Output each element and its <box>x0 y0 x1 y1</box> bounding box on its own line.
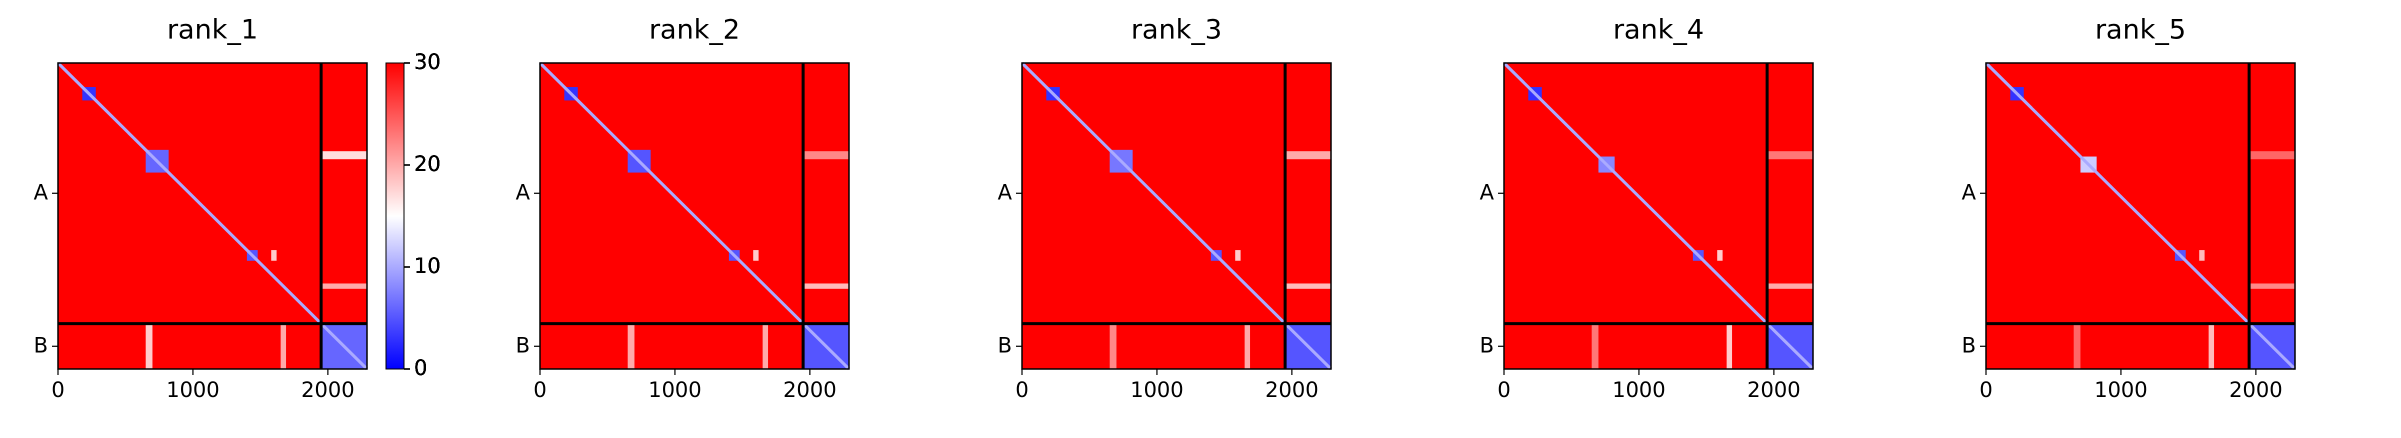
heatmap-block <box>1235 250 1241 261</box>
diagonal <box>802 322 851 371</box>
heatmap-block <box>1109 323 1117 369</box>
x-tick-label: 1000 <box>1612 378 1665 402</box>
y-tick-label: A <box>34 180 49 204</box>
x-tick-label: 0 <box>533 378 546 402</box>
heatmap-block <box>321 283 367 289</box>
colorbar-tick-label: 30 <box>414 50 441 74</box>
heatmap-block <box>1591 323 1599 369</box>
x-tick-label: 0 <box>1015 378 1028 402</box>
colorbar-tick-label: 20 <box>414 152 441 176</box>
diagonal <box>56 61 323 325</box>
x-tick-label: 2000 <box>783 378 836 402</box>
diagonal <box>1766 322 1815 371</box>
frame <box>1985 62 2296 370</box>
colorbar-tick-label: 30 <box>414 50 441 74</box>
x-tick-label: 0 <box>51 378 64 402</box>
x-tick-label: 2000 <box>301 378 354 402</box>
heatmap-block <box>271 250 277 261</box>
heatmap-block <box>803 283 849 289</box>
heatmap-block <box>145 323 153 369</box>
x-tick-label: 0 <box>1497 378 1510 402</box>
diagonal <box>538 61 805 325</box>
heatmap-block <box>627 323 635 369</box>
y-tick-label: B <box>998 333 1012 357</box>
panel-title: rank_2 <box>649 15 740 46</box>
y-tick-label: B <box>34 333 48 357</box>
heatmap-block <box>762 323 769 369</box>
x-tick-label: 0 <box>1979 378 1992 402</box>
colorbar <box>385 62 405 370</box>
colorbar-tick-label: 0 <box>414 356 427 380</box>
panel-title: rank_1 <box>167 15 258 46</box>
diagonal <box>2248 322 2297 371</box>
colorbar-tick-label: 20 <box>414 152 441 176</box>
heatmap-block <box>321 151 367 160</box>
colorbar-tick-label: 0 <box>414 356 427 380</box>
y-tick-label: A <box>516 180 531 204</box>
y-tick-label: A <box>998 180 1013 204</box>
x-tick-label: 2000 <box>1265 378 1318 402</box>
frame <box>539 62 850 370</box>
heatmap-block <box>2249 151 2295 160</box>
colorbar-tick-label: 0 <box>414 356 427 380</box>
colorbar-tick-label: 30 <box>414 50 441 74</box>
heatmap-block <box>1717 250 1723 261</box>
diagonal <box>320 322 369 371</box>
colorbar-tick-label: 0 <box>414 356 427 380</box>
colorbar-tick-label: 30 <box>414 50 441 74</box>
heatmap-block <box>1285 283 1331 289</box>
y-tick-label: B <box>516 333 530 357</box>
y-tick-label: B <box>1480 333 1494 357</box>
x-tick-label: 2000 <box>2229 378 2282 402</box>
y-tick-label: A <box>1962 180 1977 204</box>
heatmap-block <box>2073 323 2081 369</box>
frame <box>57 62 368 370</box>
diagonal <box>1984 61 2251 325</box>
colorbar-tick-label: 10 <box>414 254 441 278</box>
colorbar-tick-label: 10 <box>414 254 441 278</box>
x-tick-label: 1000 <box>1130 378 1183 402</box>
frame <box>1021 62 1332 370</box>
panel-title: rank_3 <box>1131 15 1222 46</box>
heatmap-block <box>1767 283 1813 289</box>
diagonal <box>1502 61 1769 325</box>
colorbar-tick-label: 20 <box>414 152 441 176</box>
x-tick-label: 1000 <box>648 378 701 402</box>
colorbar-tick-label: 20 <box>414 152 441 176</box>
frame <box>1503 62 1814 370</box>
colorbar-tick-label: 10 <box>414 254 441 278</box>
heatmap-block <box>1767 151 1813 160</box>
diagonal <box>1020 61 1287 325</box>
y-tick-label: B <box>1962 333 1976 357</box>
panel-title: rank_4 <box>1613 15 1704 46</box>
panel-title: rank_5 <box>2095 15 2186 46</box>
y-tick-label: A <box>1480 180 1495 204</box>
heatmap-block <box>803 151 849 160</box>
colorbar-tick-label: 10 <box>414 254 441 278</box>
x-tick-label: 1000 <box>2094 378 2147 402</box>
heatmap-block <box>1244 323 1251 369</box>
heatmap-block <box>2208 323 2215 369</box>
colorbar-tick-label: 30 <box>414 50 441 74</box>
colorbar-tick-label: 20 <box>414 152 441 176</box>
x-tick-label: 2000 <box>1747 378 1800 402</box>
colorbar-tick-label: 0 <box>414 356 427 380</box>
colorbar-tick-label: 10 <box>414 254 441 278</box>
heatmap-block <box>1726 323 1733 369</box>
heatmap-block <box>280 323 287 369</box>
x-tick-label: 1000 <box>166 378 219 402</box>
heatmap-block <box>753 250 759 261</box>
heatmap-block <box>1285 151 1331 160</box>
heatmap-block <box>2199 250 2205 261</box>
heatmap-block <box>2249 283 2295 289</box>
diagonal <box>1284 322 1333 371</box>
